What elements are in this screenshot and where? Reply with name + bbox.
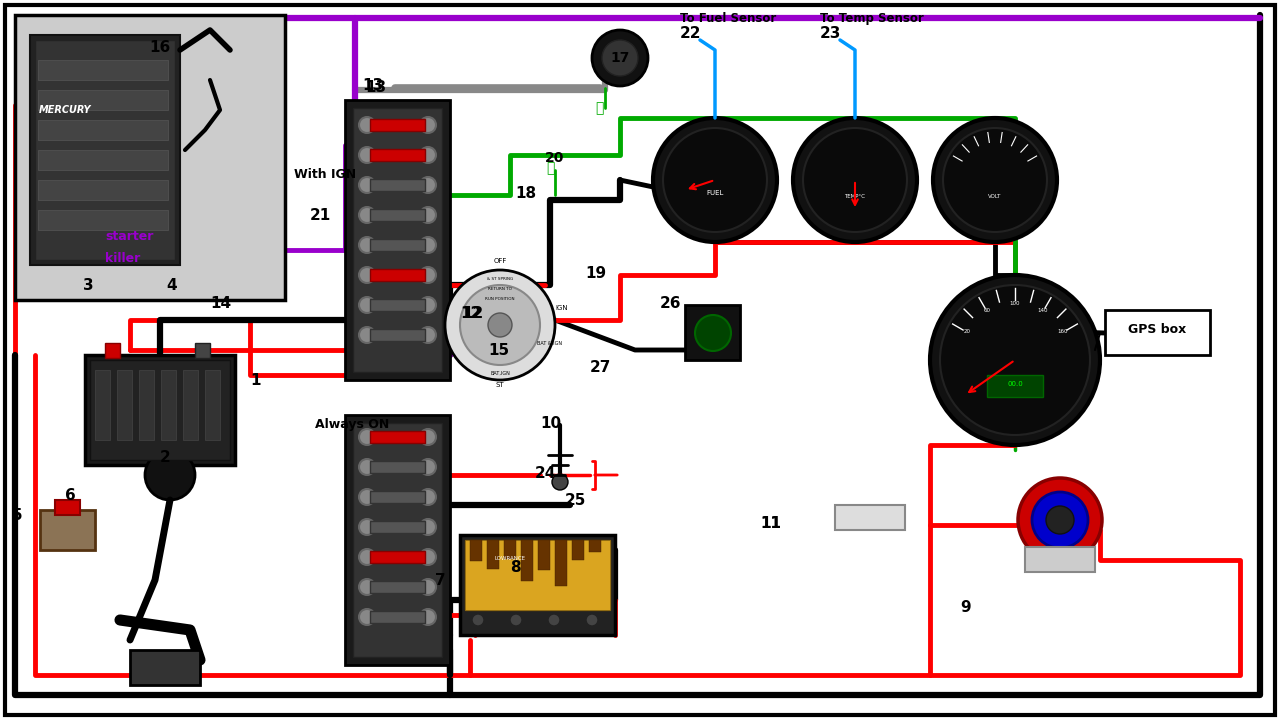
Text: FUEL: FUEL xyxy=(707,190,723,196)
Circle shape xyxy=(695,315,731,351)
Text: 19: 19 xyxy=(585,266,607,281)
FancyBboxPatch shape xyxy=(183,370,198,440)
Text: 15: 15 xyxy=(488,343,509,358)
FancyBboxPatch shape xyxy=(685,305,740,360)
Text: VOLT: VOLT xyxy=(988,194,1002,199)
FancyBboxPatch shape xyxy=(5,5,1275,715)
Circle shape xyxy=(509,614,522,626)
Text: 23: 23 xyxy=(820,26,841,41)
FancyBboxPatch shape xyxy=(15,15,285,300)
FancyBboxPatch shape xyxy=(835,505,905,530)
Text: To Fuel Sensor: To Fuel Sensor xyxy=(680,12,776,25)
Circle shape xyxy=(420,579,436,595)
FancyBboxPatch shape xyxy=(161,370,177,440)
FancyBboxPatch shape xyxy=(486,540,499,576)
Circle shape xyxy=(358,519,375,535)
FancyBboxPatch shape xyxy=(90,360,230,460)
Text: BAT,IGN: BAT,IGN xyxy=(490,371,509,376)
Text: 12: 12 xyxy=(462,306,484,321)
Text: ⏚: ⏚ xyxy=(595,101,603,115)
Circle shape xyxy=(358,609,375,625)
Circle shape xyxy=(358,207,375,223)
FancyBboxPatch shape xyxy=(38,120,168,140)
Text: TEMP°C: TEMP°C xyxy=(845,194,865,199)
FancyBboxPatch shape xyxy=(55,500,81,515)
FancyBboxPatch shape xyxy=(370,581,425,593)
Text: 6: 6 xyxy=(65,488,76,503)
Text: 11: 11 xyxy=(760,516,781,531)
Circle shape xyxy=(445,270,556,380)
FancyBboxPatch shape xyxy=(38,90,168,110)
Text: ST: ST xyxy=(495,382,504,388)
FancyBboxPatch shape xyxy=(370,239,425,251)
Circle shape xyxy=(1046,506,1074,534)
Circle shape xyxy=(1018,478,1102,562)
Circle shape xyxy=(420,237,436,253)
Circle shape xyxy=(358,549,375,565)
FancyBboxPatch shape xyxy=(460,535,614,635)
Text: MERCURY: MERCURY xyxy=(38,105,91,115)
Circle shape xyxy=(358,147,375,163)
Circle shape xyxy=(420,267,436,283)
Circle shape xyxy=(420,549,436,565)
Circle shape xyxy=(420,459,436,475)
Circle shape xyxy=(488,313,512,337)
FancyBboxPatch shape xyxy=(370,431,425,443)
Text: 13: 13 xyxy=(362,78,383,93)
Text: To Temp Sensor: To Temp Sensor xyxy=(820,12,924,25)
FancyBboxPatch shape xyxy=(504,540,516,550)
Text: 11: 11 xyxy=(760,516,781,531)
FancyBboxPatch shape xyxy=(116,370,132,440)
Text: 26: 26 xyxy=(660,296,681,311)
Circle shape xyxy=(420,489,436,505)
Circle shape xyxy=(933,118,1057,242)
Circle shape xyxy=(358,579,375,595)
FancyBboxPatch shape xyxy=(205,370,220,440)
Circle shape xyxy=(653,118,777,242)
FancyBboxPatch shape xyxy=(195,343,210,358)
FancyBboxPatch shape xyxy=(40,510,95,550)
Text: 00.0: 00.0 xyxy=(1007,381,1023,387)
FancyBboxPatch shape xyxy=(38,60,168,80)
FancyBboxPatch shape xyxy=(346,415,451,665)
FancyBboxPatch shape xyxy=(84,355,236,465)
Circle shape xyxy=(803,128,908,232)
Text: 18: 18 xyxy=(515,186,536,201)
Text: OFF: OFF xyxy=(493,258,507,264)
FancyBboxPatch shape xyxy=(346,100,451,380)
FancyBboxPatch shape xyxy=(987,375,1043,397)
FancyBboxPatch shape xyxy=(538,540,550,585)
FancyBboxPatch shape xyxy=(556,540,567,572)
Circle shape xyxy=(358,177,375,193)
Text: 60: 60 xyxy=(984,308,991,313)
Circle shape xyxy=(420,429,436,445)
Text: 5: 5 xyxy=(12,508,23,523)
Circle shape xyxy=(586,614,598,626)
Text: 3: 3 xyxy=(83,278,93,293)
Text: 24: 24 xyxy=(535,466,557,481)
Circle shape xyxy=(420,177,436,193)
Circle shape xyxy=(460,285,540,365)
Text: 21: 21 xyxy=(310,208,332,223)
FancyBboxPatch shape xyxy=(105,343,120,358)
Text: 12: 12 xyxy=(460,306,481,321)
FancyBboxPatch shape xyxy=(38,150,168,170)
Text: RETURN TO: RETURN TO xyxy=(488,287,512,291)
FancyBboxPatch shape xyxy=(370,551,425,563)
FancyBboxPatch shape xyxy=(370,611,425,623)
Circle shape xyxy=(358,267,375,283)
Text: 7: 7 xyxy=(435,573,445,588)
Text: 140: 140 xyxy=(1037,308,1048,313)
Circle shape xyxy=(931,275,1100,445)
Text: 13: 13 xyxy=(365,80,387,95)
Text: 9: 9 xyxy=(960,600,970,615)
Circle shape xyxy=(358,297,375,313)
Text: 160: 160 xyxy=(1057,328,1068,333)
FancyBboxPatch shape xyxy=(38,210,168,230)
Text: 8: 8 xyxy=(509,560,521,575)
Text: 14: 14 xyxy=(210,296,232,311)
Circle shape xyxy=(420,147,436,163)
FancyBboxPatch shape xyxy=(35,40,175,260)
Text: 20: 20 xyxy=(964,328,970,333)
